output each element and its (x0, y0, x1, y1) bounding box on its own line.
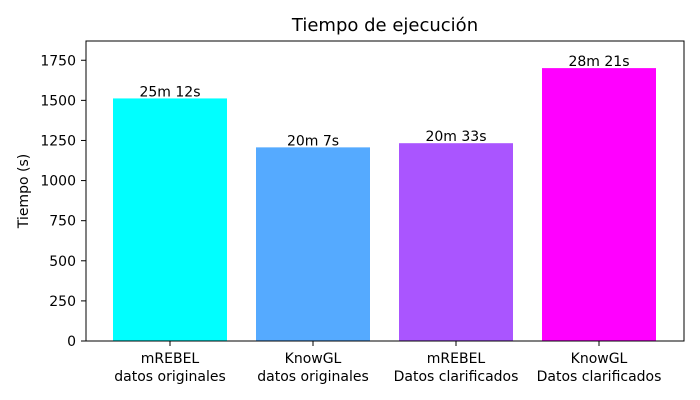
x-tick-label-line: Datos clarificados (537, 369, 662, 385)
y-tick-label: 1500 (40, 93, 76, 109)
x-tick-label-line: mREBEL (141, 351, 200, 367)
bar (256, 147, 370, 341)
data-labels-layer: 25m 12s 20m 7s 20m 33s 28m 21s (139, 54, 629, 149)
x-tick-label-line: datos originales (114, 369, 226, 385)
y-axis-label: Tiempo (s) (16, 154, 32, 229)
y-tick-label: 1750 (40, 53, 76, 69)
y-tick-label: 0 (67, 334, 76, 350)
bar-data-label: 20m 7s (287, 133, 339, 149)
y-tick-label: 1250 (40, 133, 76, 149)
x-tick-label-line: KnowGL (571, 351, 628, 367)
bar-data-label: 20m 33s (425, 129, 486, 145)
x-tick-label: KnowGL datos originales (257, 351, 369, 385)
bar (113, 98, 227, 341)
x-tick-label-line: Datos clarificados (394, 369, 519, 385)
plot-frame (85, 40, 685, 342)
x-tick-label-line: mREBEL (427, 351, 486, 367)
y-axis-ticks: 0 250 500 750 1000 1250 1500 1750 (40, 53, 86, 350)
y-tick-label: 750 (49, 214, 76, 230)
bar-data-label: 25m 12s (139, 84, 200, 100)
x-tick-label: mREBEL datos originales (114, 351, 226, 385)
bar (399, 143, 513, 341)
bar-data-label: 28m 21s (568, 54, 629, 70)
bar (542, 68, 656, 341)
x-tick-label: mREBEL Datos clarificados (394, 351, 519, 385)
x-tick-label: KnowGL Datos clarificados (537, 351, 662, 385)
y-tick-label: 1000 (40, 174, 76, 190)
x-tick-label-line: KnowGL (285, 351, 342, 367)
y-tick-label: 500 (49, 254, 76, 270)
x-axis-ticks: mREBEL datos originales KnowGL datos origin… (114, 341, 661, 385)
bars-layer (113, 68, 656, 341)
x-tick-label-line: datos originales (257, 369, 369, 385)
y-tick-label: 250 (49, 294, 76, 310)
chart-title: Tiempo de ejecución (291, 15, 478, 36)
